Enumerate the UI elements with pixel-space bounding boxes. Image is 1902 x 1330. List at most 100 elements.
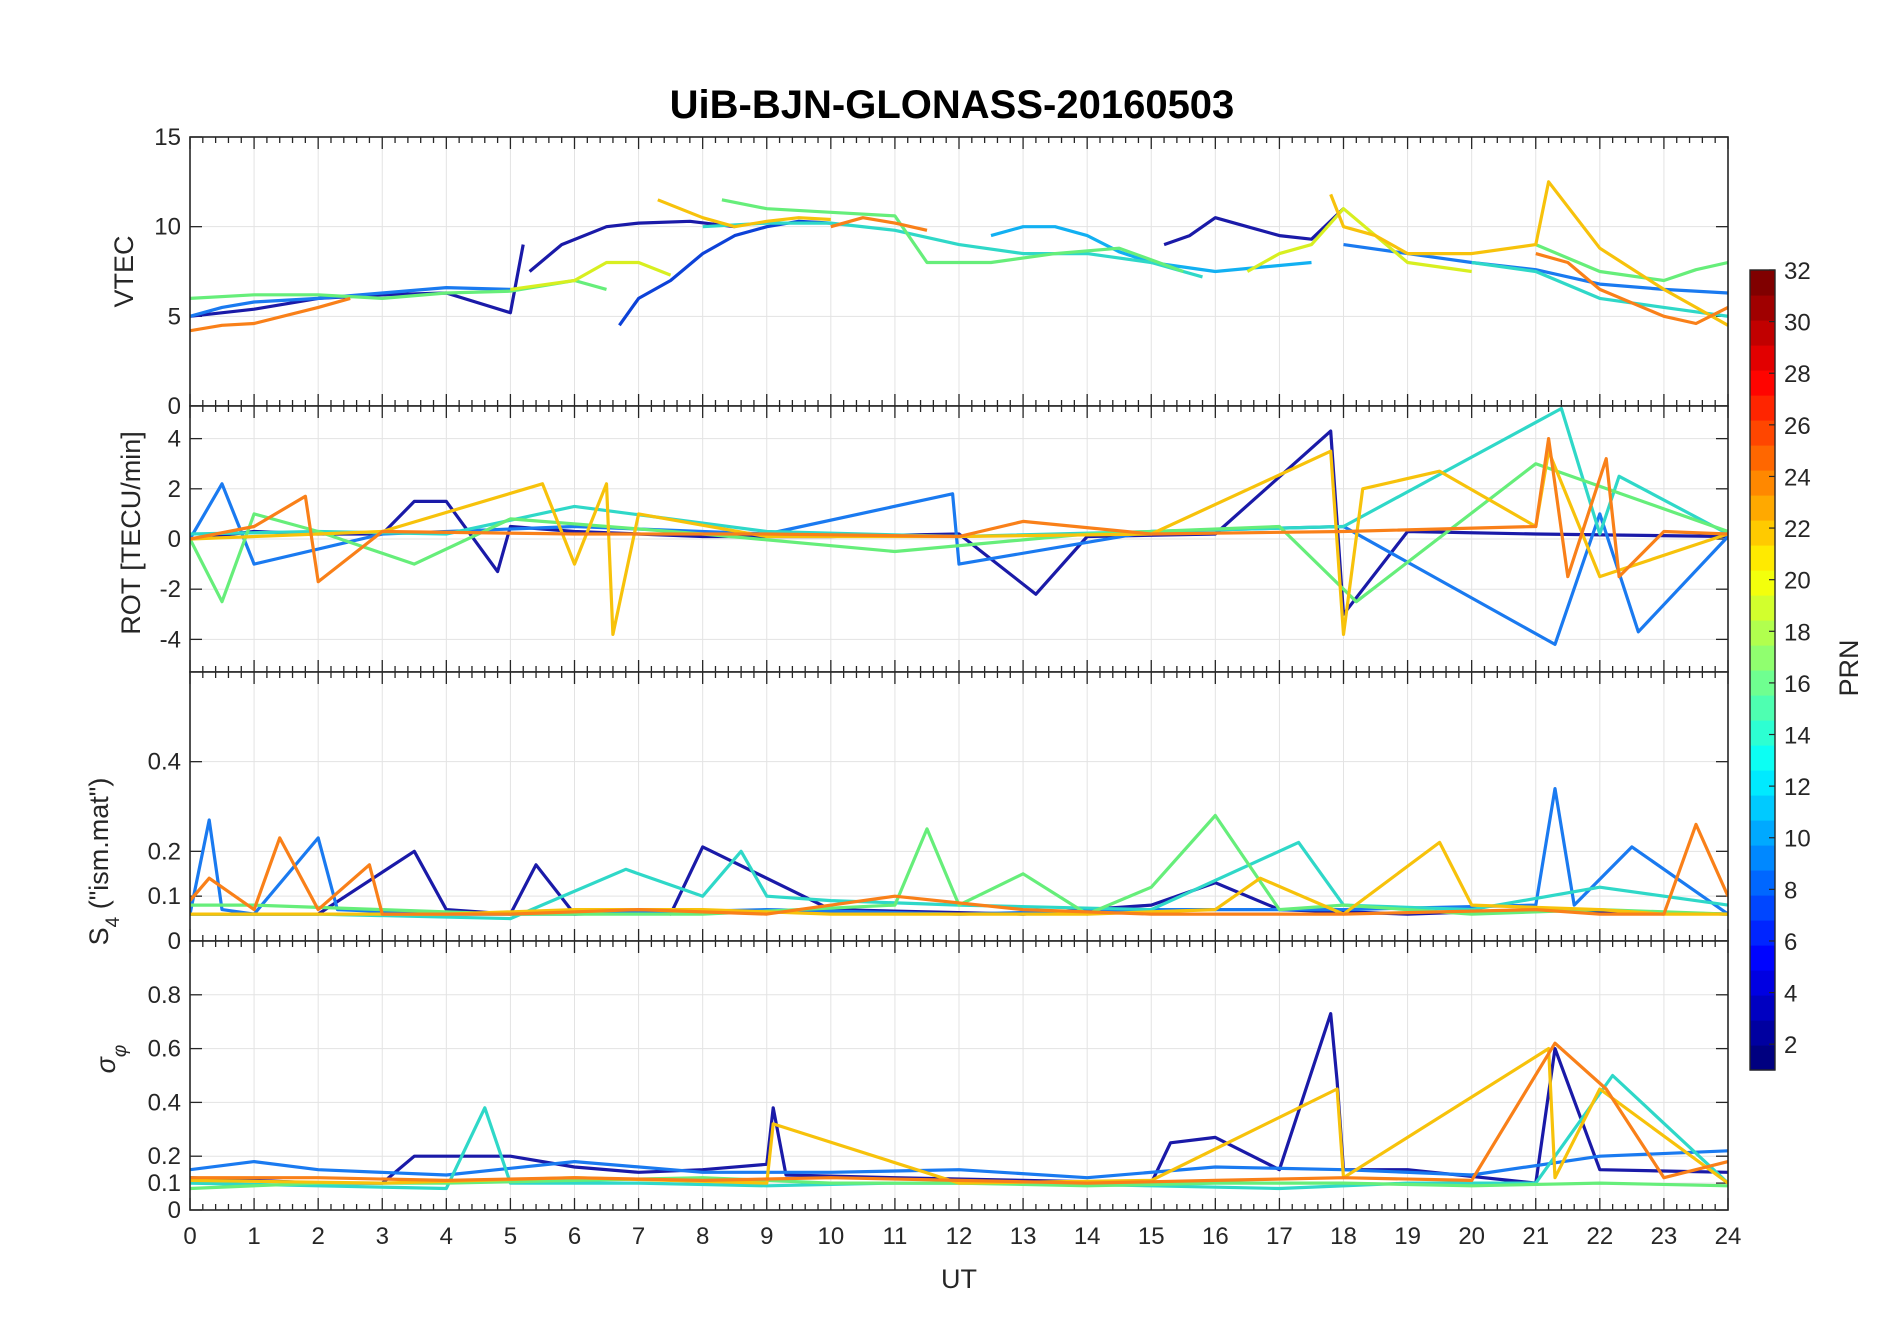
series-line-3 — [1163, 207, 1345, 247]
y-axis-label-rest: ("ism.mat") — [84, 778, 114, 917]
colorbar-swatch — [1750, 420, 1775, 446]
series-line-9 — [1471, 260, 1728, 318]
y-tick-label: 0.2 — [148, 838, 181, 865]
colorbar-tick-label: 10 — [1784, 826, 1811, 853]
colorbar-tick-label: 16 — [1784, 671, 1811, 698]
x-tick-label: 11 — [882, 1223, 907, 1250]
y-axis-label: σφ — [91, 1045, 131, 1074]
y-tick-label: 0 — [168, 393, 181, 420]
axes-box — [189, 940, 1729, 1211]
colorbar-tick-label: 30 — [1784, 310, 1811, 337]
y-axis-label: S4 ("ism.mat") — [84, 778, 124, 946]
series-line-19 — [1535, 252, 1728, 326]
x-tick-label: 1 — [247, 1223, 260, 1250]
y-tick-label: 0 — [168, 1197, 181, 1224]
colorbar-tick-label: 14 — [1784, 723, 1811, 750]
colorbar-swatch — [1750, 545, 1775, 571]
colorbar-swatch — [1750, 695, 1775, 721]
colorbar-swatch — [1750, 970, 1775, 996]
colorbar-tick-label: 6 — [1784, 929, 1797, 956]
series-line-7 — [990, 225, 1312, 274]
colorbar-label: PRN — [1834, 639, 1864, 696]
x-tick-label: 14 — [1074, 1223, 1101, 1250]
colorbar-swatch — [1750, 920, 1775, 946]
series-line-8 — [702, 221, 1203, 279]
x-tick-label: 3 — [376, 1223, 389, 1250]
y-axis-label-sub: 4 — [103, 916, 124, 927]
colorbar-swatch — [1750, 620, 1775, 646]
y-tick-label: 10 — [154, 214, 181, 241]
colorbar-swatch — [1750, 270, 1775, 296]
series-line-6 — [190, 1041, 1728, 1185]
colorbar-swatch — [1750, 870, 1775, 896]
y-axis-label: ROT [TECU/min] — [116, 431, 146, 635]
colorbar-swatch — [1750, 1020, 1775, 1046]
colorbar-tick-label: 4 — [1784, 981, 1797, 1008]
colorbar-swatch — [1750, 645, 1775, 671]
y-tick-label: -4 — [160, 626, 181, 653]
series-line-16 — [1329, 180, 1728, 327]
y-tick-label: 4 — [168, 426, 181, 453]
x-tick-label: 9 — [760, 1223, 773, 1250]
y-tick-label: -2 — [160, 576, 181, 603]
x-tick-label: 2 — [311, 1223, 324, 1250]
colorbar-tick-label: 18 — [1784, 619, 1811, 646]
x-tick-label: 7 — [632, 1223, 645, 1250]
colorbar-swatch — [1750, 395, 1775, 421]
y-tick-label: 0.6 — [148, 1036, 181, 1063]
colorbar-swatch — [1750, 520, 1775, 546]
colorbar-swatch — [1750, 995, 1775, 1021]
colorbar-swatch — [1750, 745, 1775, 771]
x-tick-label: 24 — [1715, 1223, 1742, 1250]
colorbar-swatch — [1750, 295, 1775, 321]
series-line-13 — [510, 260, 672, 291]
x-tick-label: 18 — [1330, 1223, 1357, 1250]
x-axis-label: UT — [941, 1264, 977, 1294]
colorbar-tick-label: 2 — [1784, 1032, 1797, 1059]
y-tick-label: 0.4 — [148, 1089, 181, 1116]
series-line-11 — [721, 198, 1184, 274]
colorbar-swatch — [1750, 595, 1775, 621]
series-line-2 — [190, 482, 1728, 646]
colorbar-swatch — [1750, 770, 1775, 796]
series-line-6 — [190, 822, 1728, 916]
colorbar-tick-label: 32 — [1784, 258, 1811, 285]
colorbar-tick-label: 24 — [1784, 464, 1811, 491]
series-group — [190, 1012, 1728, 1191]
series-line-5 — [190, 286, 511, 318]
x-tick-label: 21 — [1522, 1223, 1549, 1250]
series-group — [190, 406, 1728, 646]
series-line-18 — [830, 216, 928, 232]
x-tick-label: 17 — [1266, 1223, 1293, 1250]
panel-VTEC: 0 5 10 15 VTEC — [109, 124, 1729, 420]
panel-ROT: -4 -2 0 2 4 ROT [TECU/min] — [116, 405, 1729, 673]
colorbar-swatch — [1750, 1045, 1775, 1071]
y-tick-label: 0.4 — [148, 749, 181, 776]
y-axis-label-main: S — [84, 927, 114, 945]
colorbar-tick-label: 20 — [1784, 568, 1811, 595]
x-tick-label: 16 — [1202, 1223, 1229, 1250]
colorbar-tick-label: 8 — [1784, 877, 1797, 904]
series-line-1 — [190, 244, 525, 318]
series-line-17 — [190, 296, 351, 333]
colorbar-swatch — [1750, 945, 1775, 971]
y-axis-label: VTEC — [109, 235, 139, 307]
x-tick-label: 4 — [440, 1223, 453, 1250]
y-tick-label: 15 — [154, 124, 181, 151]
x-tick-label: 15 — [1138, 1223, 1165, 1250]
series-line-3 — [190, 840, 1728, 921]
x-tick-label: 20 — [1458, 1223, 1485, 1250]
y-axis-label-sub: φ — [110, 1045, 131, 1057]
colorbar-swatch — [1750, 370, 1775, 396]
colorbar-tick-label: 26 — [1784, 413, 1811, 440]
y-tick-label: 0 — [168, 526, 181, 553]
colorbar-swatch — [1750, 570, 1775, 596]
series-group — [190, 787, 1728, 921]
colorbar-tick-label: 28 — [1784, 361, 1811, 388]
colorbar-swatch — [1750, 895, 1775, 921]
x-tick-label: 6 — [568, 1223, 581, 1250]
colorbar-swatch — [1750, 470, 1775, 496]
